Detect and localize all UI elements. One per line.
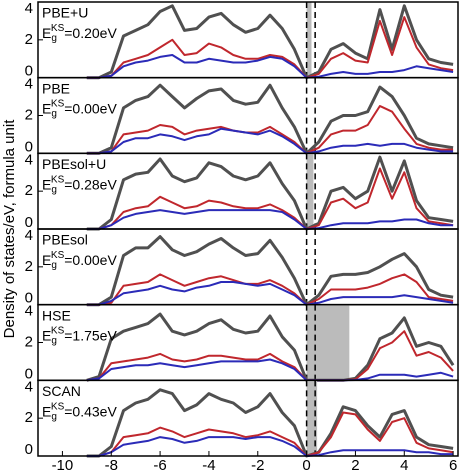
panel-label: SCAN [42, 383, 81, 399]
x-tick-label: 6 [449, 457, 457, 474]
x-tick-label: -4 [202, 457, 215, 474]
dos-line [86, 4, 454, 80]
gap-label: EgKS=0.43eV [42, 401, 117, 422]
gap-e: E [42, 25, 51, 41]
gap-value: =0.28eV [64, 176, 117, 192]
dos-line [86, 167, 454, 230]
gap-e: E [42, 403, 51, 419]
gap-sub: g [51, 260, 57, 271]
dos-line [86, 155, 454, 231]
panel-frame [37, 379, 459, 457]
y-axis-title: Density of states/eV, formula unit [1, 119, 18, 339]
gap-sub: g [51, 335, 57, 346]
y-tick-label: 2 [25, 333, 33, 350]
x-tick-label: -6 [153, 457, 166, 474]
y-tick-label: 4 [25, 378, 33, 395]
panel-label: PBE [42, 80, 70, 96]
x-tick-label: -10 [52, 457, 74, 474]
y-tick-label: 4 [25, 303, 33, 320]
gap-sup: KS [51, 250, 65, 261]
gap-sup: KS [51, 174, 65, 185]
y-tick-label: 2 [25, 409, 33, 426]
y-tick-label: 4 [25, 151, 33, 168]
gap-sub: g [51, 184, 57, 195]
gap-band [306, 380, 318, 456]
dos-line [86, 127, 454, 155]
gap-e: E [42, 327, 51, 343]
x-tick-label: 0 [302, 457, 310, 474]
y-tick-label: 4 [25, 0, 33, 17]
y-tick-label: 4 [25, 76, 33, 93]
gap-value: =0.20eV [64, 25, 117, 41]
gap-label: EgKS=0.00eV [42, 98, 117, 119]
y-tick-label: 2 [25, 258, 33, 275]
dos-line [86, 358, 454, 382]
gap-sub: g [51, 411, 57, 422]
gap-value: =1.75eV [64, 327, 117, 343]
y-tick-label: 2 [25, 106, 33, 123]
dos-line [86, 436, 454, 457]
dos-line [86, 209, 454, 230]
x-tick-label: 2 [351, 457, 359, 474]
x-tick-label: 4 [400, 457, 408, 474]
dos-line [86, 54, 454, 79]
gap-e: E [42, 176, 51, 192]
gap-sub: g [51, 108, 57, 119]
x-tick-label: -8 [105, 457, 118, 474]
y-tick-label: 0 [25, 290, 33, 307]
panel-label: PBEsol [42, 232, 88, 248]
gap-sup: KS [51, 98, 65, 109]
panel-label: HSE [42, 307, 71, 323]
panel-label: PBEsol+U [42, 156, 106, 172]
dos-line [86, 388, 454, 458]
gap-sup: KS [51, 325, 65, 336]
dos-line [86, 273, 454, 306]
gap-e: E [42, 100, 51, 116]
gap-label: EgKS=0.00eV [42, 250, 117, 271]
gap-band [306, 304, 350, 381]
gap-e: E [42, 252, 51, 268]
y-tick-label: 2 [25, 182, 33, 199]
y-tick-label: 0 [25, 63, 33, 80]
gap-value: =0.00eV [64, 252, 117, 268]
x-tick-label: -2 [251, 457, 264, 474]
dos-line [86, 235, 454, 307]
dos-line [86, 330, 454, 382]
gap-label: EgKS=0.20eV [42, 23, 117, 44]
gap-value: =0.43eV [64, 403, 117, 419]
gap-band [306, 2, 312, 78]
gap-sub: g [51, 33, 57, 44]
dos-line [86, 312, 455, 382]
gap-label: EgKS=1.75eV [42, 325, 117, 346]
gap-value: =0.00eV [64, 100, 117, 116]
gap-sup: KS [51, 401, 65, 412]
panel-label: PBE+U [42, 5, 88, 21]
gap-label: EgKS=0.28eV [42, 174, 117, 195]
y-tick-label: 2 [25, 31, 33, 48]
y-tick-label: 4 [25, 227, 33, 244]
dos-line [86, 411, 454, 457]
y-tick-label: 0 [25, 365, 33, 382]
gap-sup: KS [51, 23, 65, 34]
dos-line [86, 281, 454, 306]
y-tick-label: 0 [25, 138, 33, 155]
gap-band [306, 153, 314, 229]
y-tick-label: 0 [25, 214, 33, 231]
dos-line [86, 105, 454, 155]
y-tick-label: 0 [25, 441, 33, 458]
dos-line [86, 83, 454, 155]
dos-line [86, 16, 454, 79]
